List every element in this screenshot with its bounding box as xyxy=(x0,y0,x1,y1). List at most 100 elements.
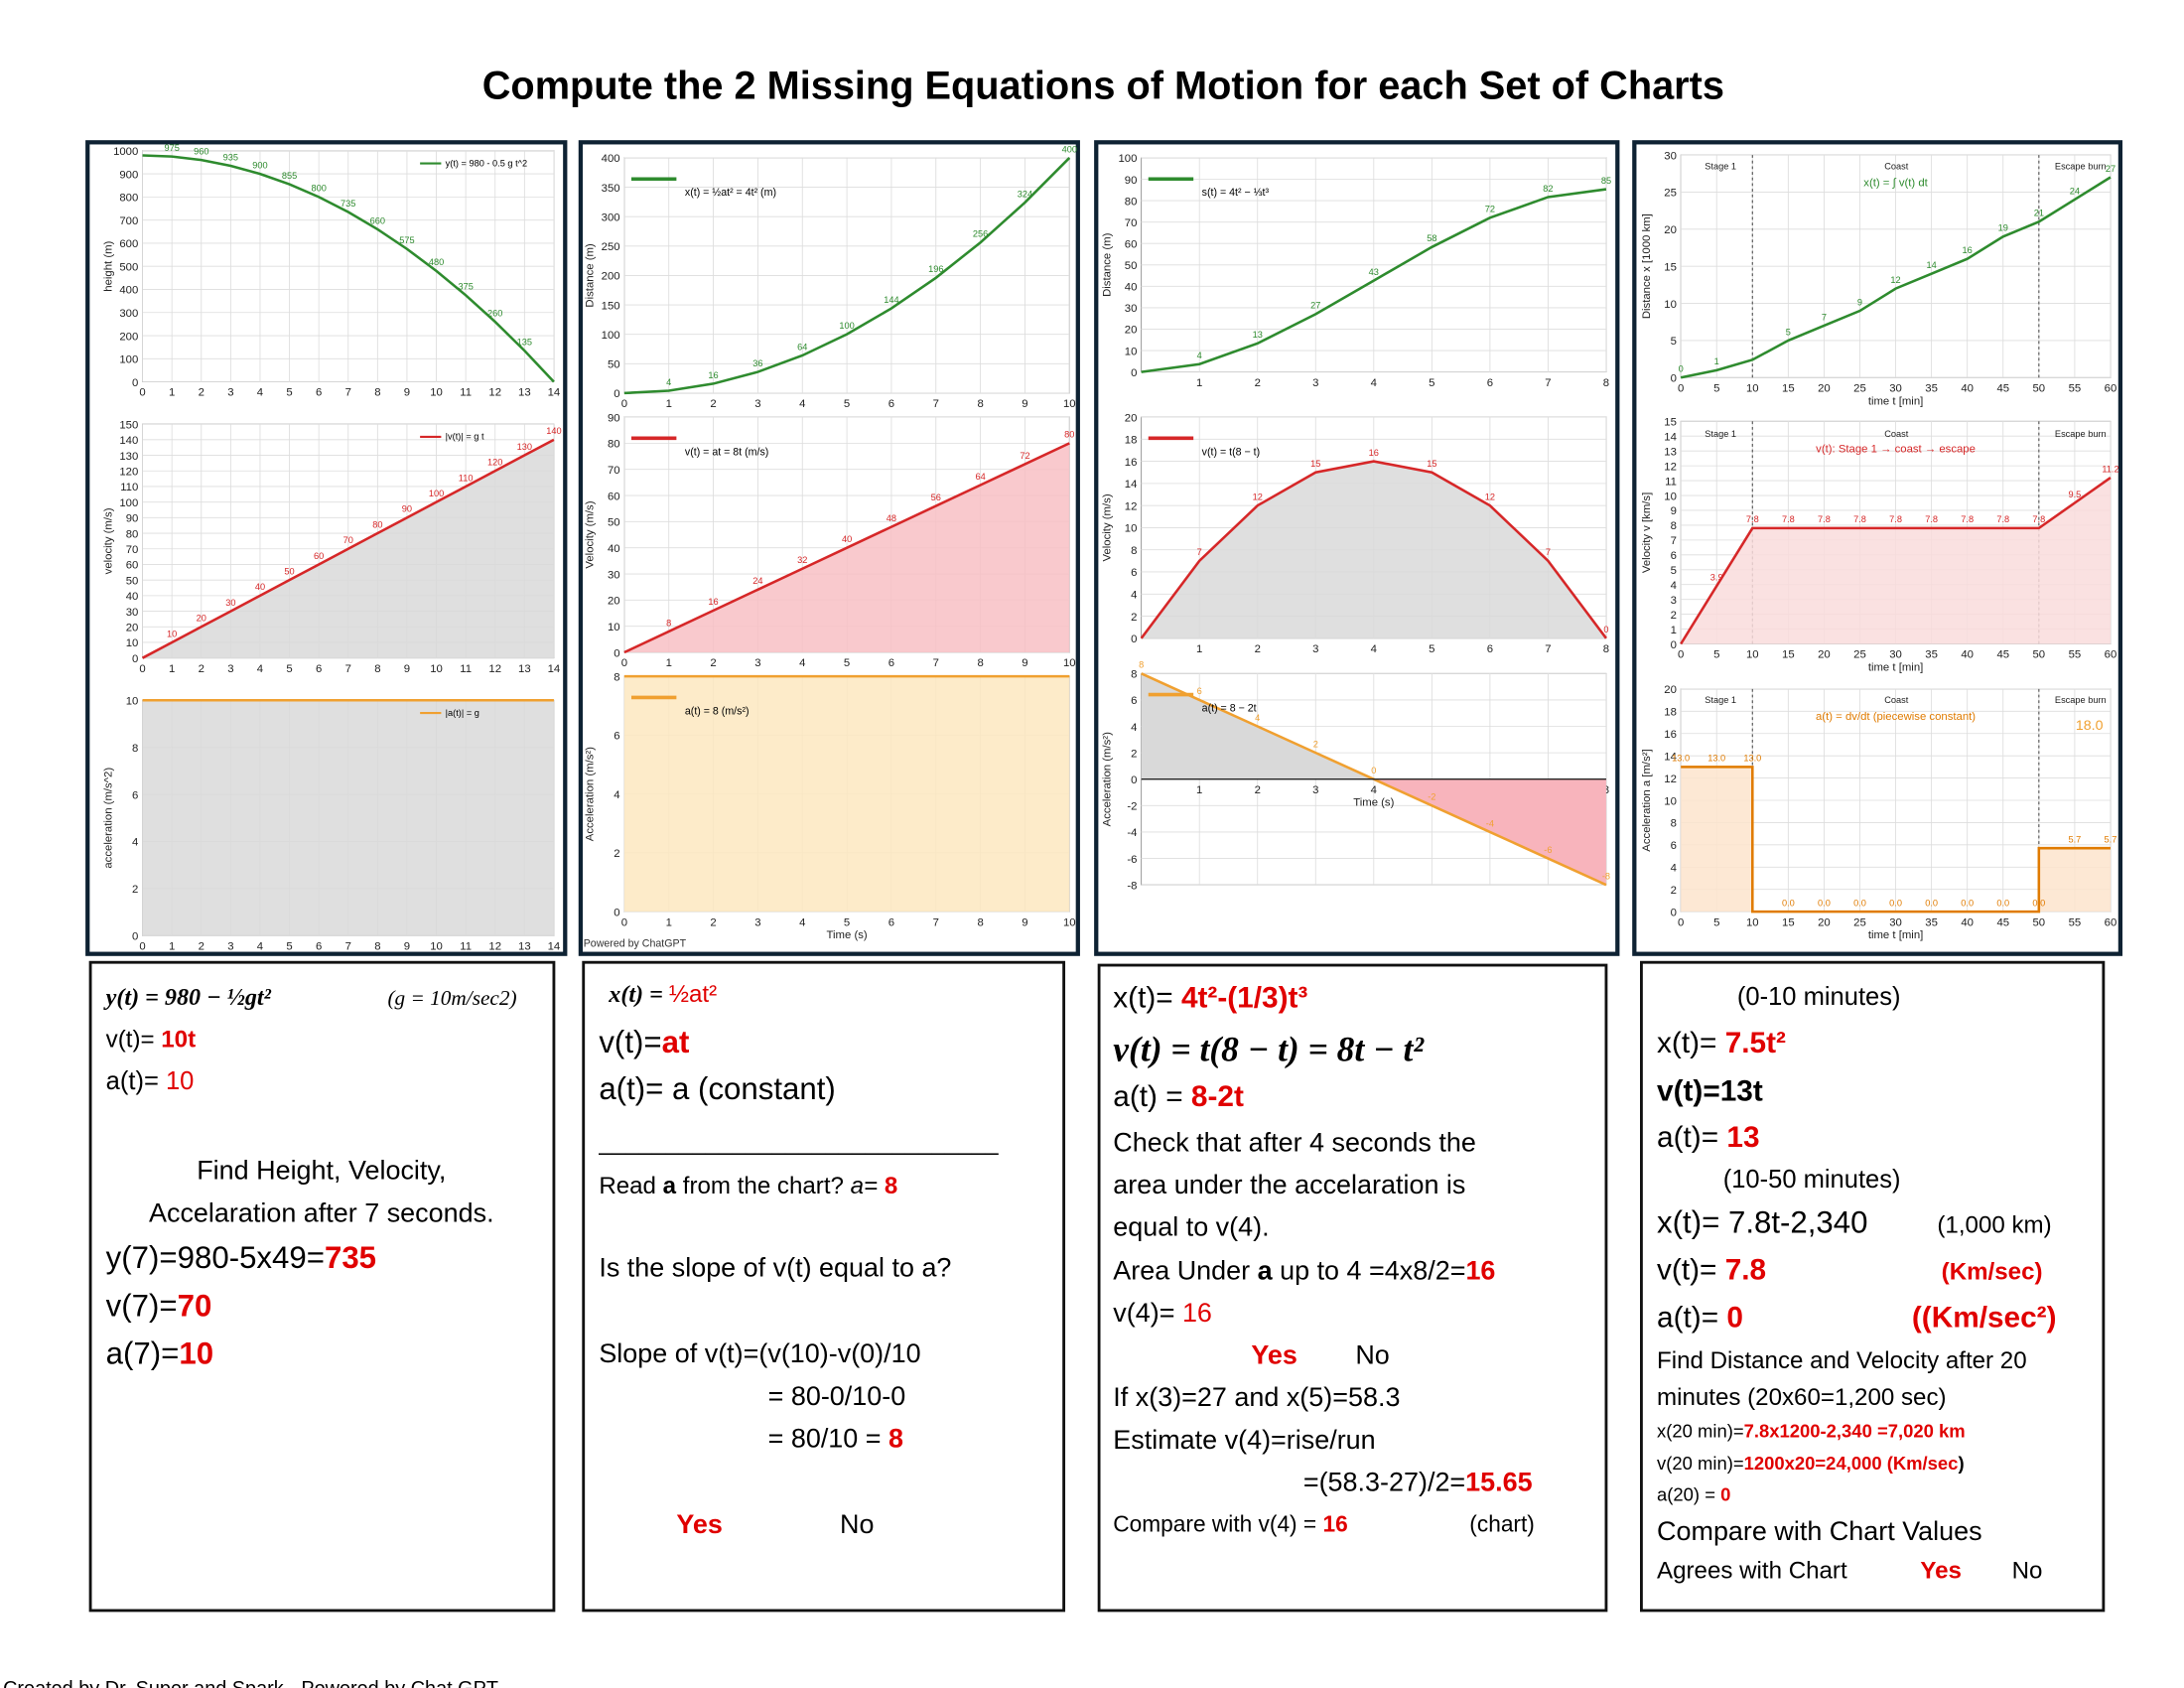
text-run: Find Height, Velocity, xyxy=(197,1156,446,1186)
data-label: 7.8 xyxy=(1782,514,1795,524)
y-tick-label: 10 xyxy=(126,696,139,708)
annotation: Escape burn xyxy=(2055,695,2107,705)
x-tick-label: 4 xyxy=(799,657,805,669)
text-line: (chart) xyxy=(1469,1510,1535,1536)
y-tick-label: 12 xyxy=(1664,461,1677,473)
x-tick-label: 9 xyxy=(404,663,410,675)
text-run: v(t)=13t xyxy=(1657,1074,1763,1107)
y-tick-label: 15 xyxy=(1664,261,1677,273)
legend-label: a(t) = 8 (m/s²) xyxy=(685,705,750,717)
data-label: 2 xyxy=(1313,739,1318,749)
text-run: 8 xyxy=(888,1423,903,1453)
x-tick-label: 2 xyxy=(1255,784,1261,796)
x-tick-label: 8 xyxy=(374,940,380,952)
y-tick-label: 8 xyxy=(614,671,619,683)
y-tick-label: 400 xyxy=(119,285,138,297)
data-label: 50 xyxy=(284,566,294,576)
data-label: 43 xyxy=(1369,267,1379,277)
data-label: 80 xyxy=(372,519,382,529)
x-tick-label: 7 xyxy=(1545,377,1551,389)
text-run: v(t)= xyxy=(1657,1253,1725,1286)
text-line: Read a from the chart? a= 8 xyxy=(599,1173,897,1199)
x-tick-label: 2 xyxy=(710,398,716,410)
x-tick-label: 7 xyxy=(345,940,351,952)
x-tick-label: 2 xyxy=(1255,377,1261,389)
text-run: v(t)= xyxy=(106,1026,162,1053)
x-tick-label: 14 xyxy=(548,663,561,675)
text-line: No xyxy=(1355,1340,1389,1370)
y-tick-label: 4 xyxy=(1131,590,1137,602)
x-tick-label: 6 xyxy=(888,916,894,928)
y-tick-label: 12 xyxy=(1125,500,1138,512)
data-label: 9 xyxy=(1857,297,1862,307)
text-line: v(t)=at xyxy=(599,1025,690,1059)
x-tick-label: 15 xyxy=(1782,382,1795,394)
data-label: 0 xyxy=(1371,766,1376,775)
y-axis-label: Velocity v [km/s] xyxy=(1641,492,1653,573)
data-label: 40 xyxy=(842,534,852,544)
y-axis-label: Acceleration (m/s²) xyxy=(585,747,597,841)
text-line: Agrees with Chart xyxy=(1657,1557,1847,1584)
y-tick-label: 7 xyxy=(1671,535,1677,547)
y-tick-label: 500 xyxy=(119,261,138,273)
data-label: 12 xyxy=(1485,492,1495,501)
x-tick-label: 55 xyxy=(2069,916,2082,928)
x-tick-label: 7 xyxy=(933,916,939,928)
y-tick-label: 200 xyxy=(602,271,620,283)
x-tick-label: 5 xyxy=(844,657,850,669)
legend-label: a(t) = 8 − 2t xyxy=(1202,703,1257,715)
data-label: 72 xyxy=(1020,451,1029,461)
x-tick-label: 5 xyxy=(1713,916,1719,928)
x-tick-label: 10 xyxy=(1063,657,1076,669)
y-axis-label: Velocity (m/s) xyxy=(1101,493,1113,561)
data-label: 15 xyxy=(1310,459,1320,469)
text-run: 10 xyxy=(179,1336,213,1371)
x-tick-label: 1 xyxy=(666,657,672,669)
legend-label: s(t) = 4t² − ⅓t³ xyxy=(1202,187,1270,199)
y-tick-label: 2 xyxy=(132,884,138,896)
x-tick-label: 10 xyxy=(1746,649,1759,661)
x-tick-label: 4 xyxy=(799,916,805,928)
panel xyxy=(1094,140,1620,956)
y-tick-label: 8 xyxy=(1131,669,1137,681)
data-label: 7 xyxy=(1822,312,1827,322)
text-run: v(t) = t(8 − t) = 8t − t² xyxy=(1113,1030,1425,1069)
text-run: area under the accelaration is xyxy=(1113,1170,1465,1199)
y-tick-label: 20 xyxy=(1125,325,1138,337)
data-label: 70 xyxy=(343,535,353,545)
text-line: area under the accelaration is xyxy=(1113,1170,1465,1199)
y-tick-label: 10 xyxy=(1664,795,1677,807)
data-label: 7.8 xyxy=(1746,514,1759,524)
data-label: -2 xyxy=(1428,792,1435,802)
x-tick-label: 55 xyxy=(2069,649,2082,661)
text-run: a(t)= xyxy=(1657,1302,1726,1335)
y-tick-label: 18 xyxy=(1125,435,1138,447)
y-tick-label: 20 xyxy=(1664,684,1677,696)
annotation: Coast xyxy=(1884,161,1909,171)
y-tick-label: 300 xyxy=(602,211,620,223)
data-label: 0.0 xyxy=(2032,898,2045,908)
x-tick-label: 4 xyxy=(257,387,263,399)
x-tick-label: 9 xyxy=(404,940,410,952)
text-run: 7.8x1200-2,340 =7,020 km xyxy=(1744,1420,1966,1441)
x-tick-label: 8 xyxy=(977,398,983,410)
x-tick-label: 3 xyxy=(754,916,760,928)
text-run: = 80/10 = xyxy=(768,1423,888,1453)
data-label: 13.0 xyxy=(1707,754,1725,764)
x-tick-label: 1 xyxy=(666,916,672,928)
data-label: 5.7 xyxy=(2105,835,2117,845)
x-tick-label: 0 xyxy=(621,916,627,928)
x-tick-label: 1 xyxy=(1196,377,1202,389)
text-run: minutes (20x60=1,200 sec) xyxy=(1657,1384,1947,1411)
answer-box xyxy=(88,960,556,1613)
data-label: 1 xyxy=(1714,356,1719,366)
x-tick-label: 10 xyxy=(1063,916,1076,928)
y-tick-label: 2 xyxy=(1671,610,1677,622)
y-tick-label: 10 xyxy=(1125,523,1138,535)
data-label: 16 xyxy=(1369,448,1379,458)
y-tick-label: -6 xyxy=(1127,854,1137,866)
text-run: Compare with v(4) = xyxy=(1113,1510,1322,1536)
data-label: 130 xyxy=(517,442,532,452)
x-tick-label: 7 xyxy=(933,398,939,410)
y-tick-label: 15 xyxy=(1664,417,1677,429)
